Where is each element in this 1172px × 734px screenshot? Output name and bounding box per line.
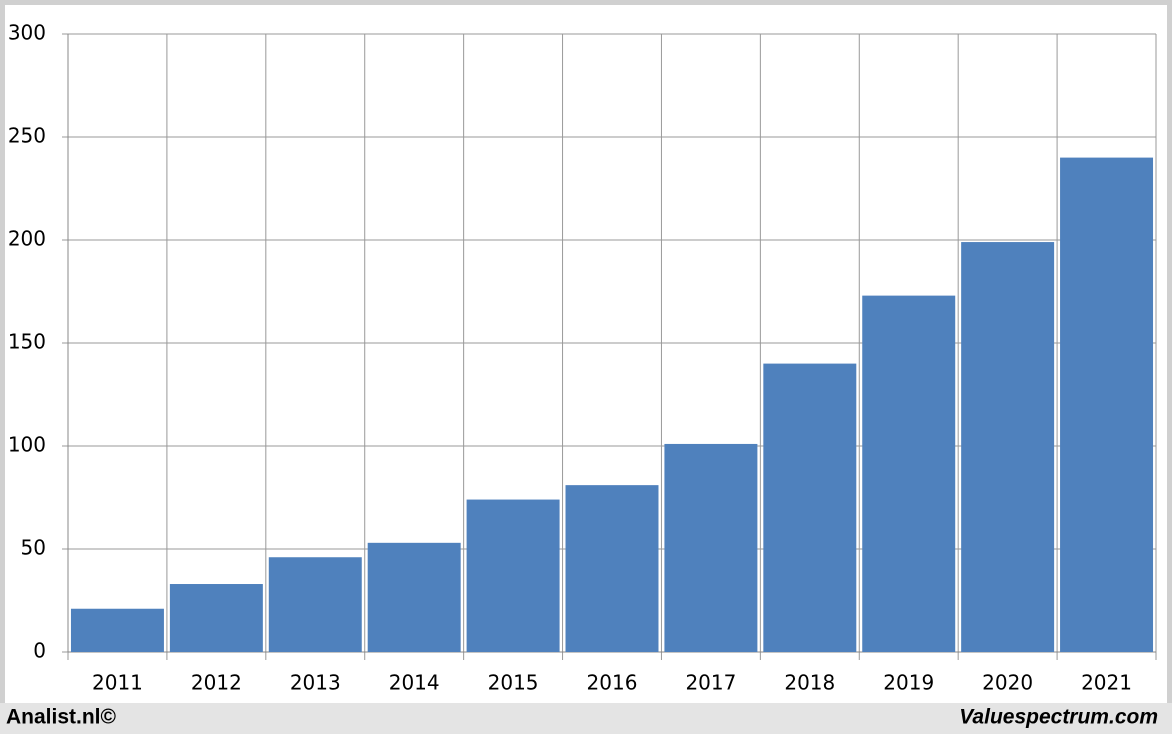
bar [466,499,560,652]
x-tick-label: 2019 [883,671,934,695]
bar [268,557,362,652]
bar [961,242,1055,652]
y-tick-label: 200 [8,227,46,251]
x-tick-label: 2015 [488,671,539,695]
bar [1060,157,1154,652]
footer-right: Valuespectrum.com [959,706,1158,729]
footer-left: Analist.nl© [6,706,117,729]
bar [70,608,164,652]
y-tick-label: 100 [8,433,46,457]
x-tick-label: 2011 [92,671,143,695]
y-tick-label: 150 [8,330,46,354]
bar [763,363,857,652]
x-tick-label: 2014 [389,671,440,695]
y-tick-label: 250 [8,124,46,148]
y-tick-label: 0 [33,639,46,663]
bar [862,295,956,652]
bar [565,485,659,652]
y-tick-label: 300 [8,21,46,45]
bar [367,542,461,652]
x-tick-label: 2012 [191,671,242,695]
x-tick-label: 2016 [587,671,638,695]
bar [169,584,263,652]
x-tick-label: 2017 [685,671,736,695]
x-tick-label: 2013 [290,671,341,695]
bar [664,443,758,652]
x-tick-label: 2018 [784,671,835,695]
footer-band [0,703,1172,734]
y-tick-label: 50 [21,536,46,560]
x-tick-label: 2020 [982,671,1033,695]
x-tick-label: 2021 [1081,671,1132,695]
